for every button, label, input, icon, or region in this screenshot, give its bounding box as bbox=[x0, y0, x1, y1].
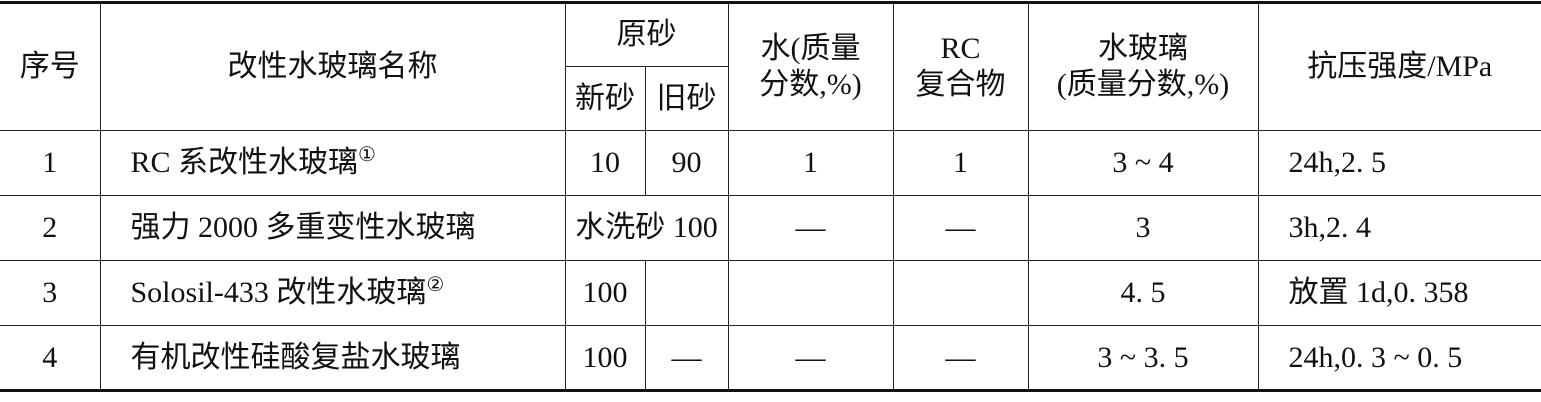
header-wg-line1: 水玻璃 bbox=[1098, 32, 1188, 65]
header-water-line2: 分数,%) bbox=[759, 68, 862, 101]
cell-strength: 24h,2. 5 bbox=[1257, 130, 1541, 196]
cell-name: 强力 2000 多重变性水玻璃 bbox=[99, 195, 566, 261]
cell-strength: 3h,2. 4 bbox=[1257, 195, 1541, 261]
header-rc-line2: 复合物 bbox=[915, 68, 1006, 101]
cell-new-sand: 100 bbox=[564, 325, 646, 391]
footnote-mark: ① bbox=[358, 144, 376, 166]
cell-no: 2 bbox=[0, 195, 101, 261]
cell-old-sand: 90 bbox=[644, 130, 729, 196]
modified-water-glass-table: 序号 改性水玻璃名称 原砂 水(质量 分数,%) RC 复合物 水玻璃 (质量分数,%… bbox=[0, 1, 1541, 392]
header-water-line1: 水(质量 bbox=[760, 32, 861, 65]
cell-rc: 1 bbox=[892, 130, 1029, 196]
header-water: 水(质量 分数,%) bbox=[727, 2, 894, 131]
cell-name: RC 系改性水玻璃① bbox=[99, 130, 566, 196]
cell-name: Solosil-433 改性水玻璃② bbox=[99, 260, 566, 326]
cell-water-glass: 3 ~ 4 bbox=[1027, 130, 1259, 196]
header-rc-line1: RC bbox=[940, 32, 981, 65]
cell-no: 4 bbox=[0, 325, 101, 391]
cell-rc: — bbox=[892, 325, 1029, 391]
cell-old-sand bbox=[644, 260, 729, 326]
cell-water: — bbox=[727, 325, 894, 391]
footnote-mark: ② bbox=[426, 274, 445, 296]
header-new-sand: 新砂 bbox=[565, 66, 646, 131]
name-text: RC 系改性水玻璃 bbox=[130, 146, 359, 179]
header-rc: RC 复合物 bbox=[892, 2, 1029, 131]
cell-water-glass: 3 ~ 3. 5 bbox=[1027, 325, 1259, 391]
header-name: 改性水玻璃名称 bbox=[99, 2, 566, 131]
table-row: 4 有机改性硅酸复盐水玻璃 100 — — — 3 ~ 3. 5 24h,0. … bbox=[0, 325, 1541, 391]
cell-no: 3 bbox=[0, 260, 101, 326]
cell-rc bbox=[892, 260, 1029, 326]
cell-water bbox=[727, 260, 894, 326]
cell-water: — bbox=[727, 195, 894, 261]
cell-old-sand: — bbox=[644, 325, 729, 391]
header-water-glass: 水玻璃 (质量分数,%) bbox=[1027, 2, 1259, 131]
table-row: 2 强力 2000 多重变性水玻璃 水洗砂 100 — — 3 3h,2. 4 bbox=[0, 195, 1541, 261]
header-wg-line2: (质量分数,%) bbox=[1056, 68, 1230, 101]
cell-strength: 24h,0. 3 ~ 0. 5 bbox=[1257, 325, 1541, 391]
cell-new-sand: 100 bbox=[564, 260, 646, 326]
header-no: 序号 bbox=[0, 2, 101, 131]
cell-water-glass: 3 bbox=[1027, 195, 1259, 261]
header-old-sand: 旧砂 bbox=[644, 66, 728, 131]
cell-sand-merged: 水洗砂 100 bbox=[564, 195, 729, 261]
cell-rc: — bbox=[892, 195, 1029, 261]
header-subrow: 新砂 旧砂 bbox=[0, 66, 1541, 131]
cell-water: 1 bbox=[727, 130, 894, 196]
header-strength: 抗压强度/MPa bbox=[1257, 2, 1541, 131]
cell-new-sand: 10 bbox=[564, 130, 646, 196]
cell-strength: 放置 1d,0. 358 bbox=[1257, 260, 1541, 326]
table-row: 1 RC 系改性水玻璃① 10 90 1 1 3 ~ 4 24h,2. 5 bbox=[0, 130, 1541, 196]
cell-name: 有机改性硅酸复盐水玻璃 bbox=[99, 325, 566, 391]
cell-no: 1 bbox=[0, 130, 101, 196]
header-row: 序号 改性水玻璃名称 原砂 水(质量 分数,%) RC 复合物 水玻璃 (质量分数,%… bbox=[0, 2, 1541, 131]
cell-water-glass: 4. 5 bbox=[1027, 260, 1259, 326]
name-text: Solosil-433 改性水玻璃 bbox=[130, 276, 427, 309]
table-row: 3 Solosil-433 改性水玻璃② 100 4. 5 放置 1d,0. 3… bbox=[0, 260, 1541, 326]
header-sand: 原砂 bbox=[564, 2, 729, 67]
